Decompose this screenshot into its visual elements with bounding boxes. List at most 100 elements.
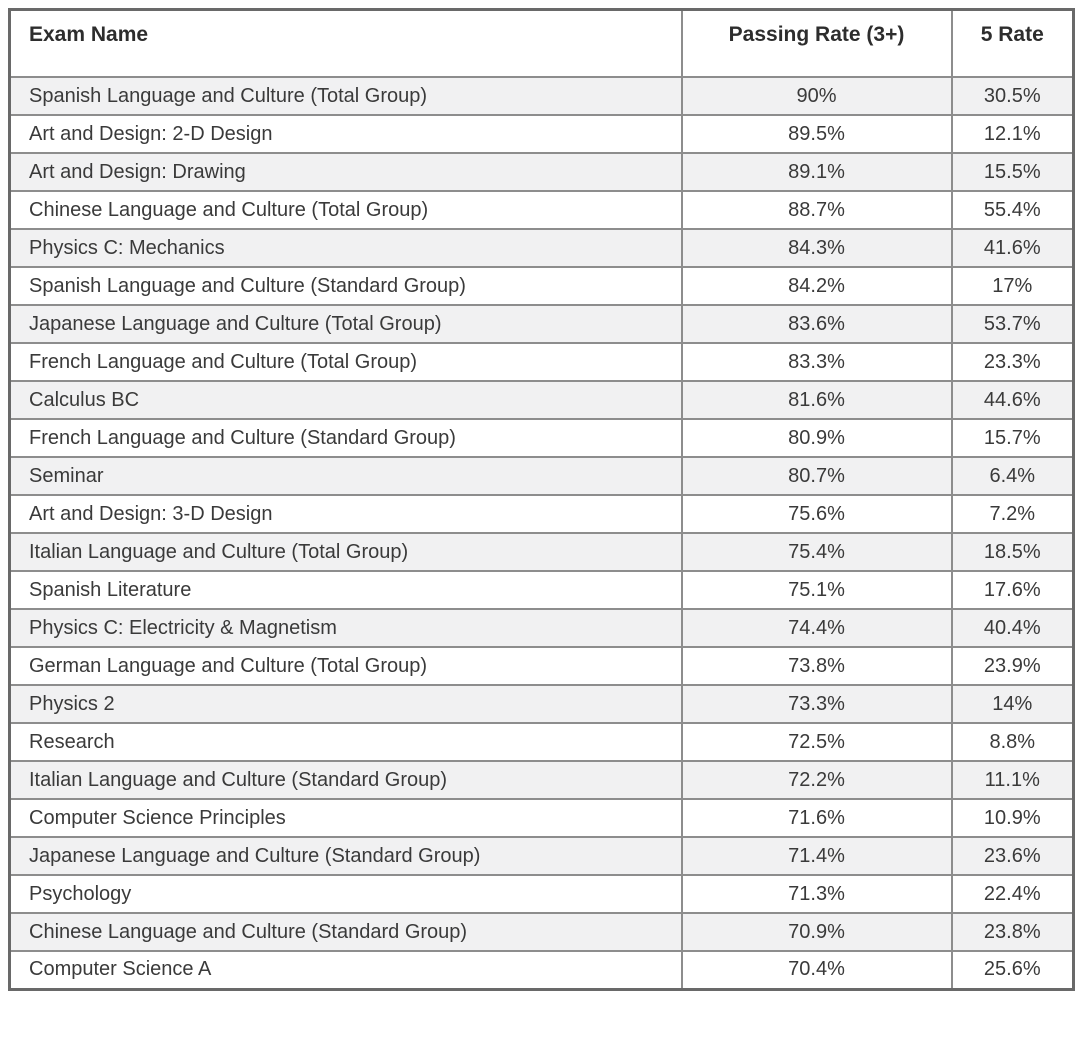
table-row: Calculus BC 81.6% 44.6% [8, 380, 1075, 420]
five-rate-cell: 12.1% [950, 114, 1075, 154]
passing-rate-cell: 71.3% [680, 874, 953, 914]
passing-rate-cell: 70.4% [680, 950, 953, 990]
passing-rate-cell: 83.3% [680, 342, 953, 382]
exam-name-cell: Art and Design: 2-D Design [8, 114, 683, 154]
table-row: Spanish Literature 75.1% 17.6% [8, 570, 1075, 610]
five-rate-cell: 23.8% [950, 912, 1075, 952]
exam-name-cell: French Language and Culture (Standard Gr… [8, 418, 683, 458]
five-rate-cell: 30.5% [950, 76, 1075, 116]
passing-rate-cell: 72.5% [680, 722, 953, 762]
exam-name-cell: Italian Language and Culture (Standard G… [8, 760, 683, 800]
table-row: Computer Science Principles 71.6% 10.9% [8, 798, 1075, 838]
exam-name-cell: Art and Design: 3-D Design [8, 494, 683, 534]
exam-name-cell: Physics C: Electricity & Magnetism [8, 608, 683, 648]
five-rate-cell: 8.8% [950, 722, 1075, 762]
table-row: Research 72.5% 8.8% [8, 722, 1075, 762]
passing-rate-cell: 80.7% [680, 456, 953, 496]
column-header-5-rate: 5 Rate [950, 8, 1075, 78]
table-header: Exam Name Passing Rate (3+) 5 Rate [8, 8, 1075, 78]
passing-rate-cell: 74.4% [680, 608, 953, 648]
passing-rate-cell: 89.1% [680, 152, 953, 192]
exam-name-cell: Spanish Literature [8, 570, 683, 610]
exam-name-cell: Physics 2 [8, 684, 683, 724]
table-row: Japanese Language and Culture (Standard … [8, 836, 1075, 876]
exam-name-cell: Chinese Language and Culture (Standard G… [8, 912, 683, 952]
table-row: Physics C: Mechanics 84.3% 41.6% [8, 228, 1075, 268]
exam-name-cell: Psychology [8, 874, 683, 914]
table-row: Psychology 71.3% 22.4% [8, 874, 1075, 914]
five-rate-cell: 17% [950, 266, 1075, 306]
passing-rate-cell: 89.5% [680, 114, 953, 154]
five-rate-cell: 11.1% [950, 760, 1075, 800]
table-row: French Language and Culture (Standard Gr… [8, 418, 1075, 458]
five-rate-cell: 10.9% [950, 798, 1075, 838]
five-rate-cell: 18.5% [950, 532, 1075, 572]
table-row: Art and Design: Drawing 89.1% 15.5% [8, 152, 1075, 192]
passing-rate-cell: 72.2% [680, 760, 953, 800]
five-rate-cell: 55.4% [950, 190, 1075, 230]
header-row: Exam Name Passing Rate (3+) 5 Rate [8, 8, 1075, 78]
five-rate-cell: 25.6% [950, 950, 1075, 990]
table-row: Chinese Language and Culture (Standard G… [8, 912, 1075, 952]
passing-rate-cell: 73.8% [680, 646, 953, 686]
passing-rate-cell: 83.6% [680, 304, 953, 344]
passing-rate-cell: 75.6% [680, 494, 953, 534]
passing-rate-cell: 84.2% [680, 266, 953, 306]
table-row: Physics C: Electricity & Magnetism 74.4% 4… [8, 608, 1075, 648]
exam-rates-table: Exam Name Passing Rate (3+) 5 Rate Spani… [8, 8, 1075, 991]
five-rate-cell: 23.6% [950, 836, 1075, 876]
table-row: Chinese Language and Culture (Total Grou… [8, 190, 1075, 230]
passing-rate-cell: 81.6% [680, 380, 953, 420]
table-row: Seminar 80.7% 6.4% [8, 456, 1075, 496]
exam-name-cell: Art and Design: Drawing [8, 152, 683, 192]
passing-rate-cell: 71.6% [680, 798, 953, 838]
five-rate-cell: 53.7% [950, 304, 1075, 344]
passing-rate-cell: 75.4% [680, 532, 953, 572]
exam-name-cell: Spanish Language and Culture (Standard G… [8, 266, 683, 306]
passing-rate-cell: 70.9% [680, 912, 953, 952]
exam-name-cell: Seminar [8, 456, 683, 496]
five-rate-cell: 23.9% [950, 646, 1075, 686]
five-rate-cell: 41.6% [950, 228, 1075, 268]
five-rate-cell: 23.3% [950, 342, 1075, 382]
passing-rate-cell: 71.4% [680, 836, 953, 876]
table-row: German Language and Culture (Total Group… [8, 646, 1075, 686]
five-rate-cell: 14% [950, 684, 1075, 724]
exam-name-cell: German Language and Culture (Total Group… [8, 646, 683, 686]
five-rate-cell: 15.7% [950, 418, 1075, 458]
passing-rate-cell: 88.7% [680, 190, 953, 230]
five-rate-cell: 6.4% [950, 456, 1075, 496]
exam-name-cell: Italian Language and Culture (Total Grou… [8, 532, 683, 572]
table-row: Physics 2 73.3% 14% [8, 684, 1075, 724]
table-row: Italian Language and Culture (Total Grou… [8, 532, 1075, 572]
five-rate-cell: 22.4% [950, 874, 1075, 914]
exam-name-cell: French Language and Culture (Total Group… [8, 342, 683, 382]
table-row: Spanish Language and Culture (Total Grou… [8, 76, 1075, 116]
exam-name-cell: Calculus BC [8, 380, 683, 420]
table-row: Japanese Language and Culture (Total Gro… [8, 304, 1075, 344]
five-rate-cell: 7.2% [950, 494, 1075, 534]
exam-name-cell: Japanese Language and Culture (Standard … [8, 836, 683, 876]
table-body: Spanish Language and Culture (Total Grou… [8, 76, 1075, 990]
table-row: Italian Language and Culture (Standard G… [8, 760, 1075, 800]
table-row: Art and Design: 2-D Design 89.5% 12.1% [8, 114, 1075, 154]
table-row: French Language and Culture (Total Group… [8, 342, 1075, 382]
table-row: Computer Science A 70.4% 25.6% [8, 950, 1075, 990]
column-header-exam-name: Exam Name [8, 8, 683, 78]
passing-rate-cell: 73.3% [680, 684, 953, 724]
five-rate-cell: 15.5% [950, 152, 1075, 192]
five-rate-cell: 40.4% [950, 608, 1075, 648]
exam-name-cell: Research [8, 722, 683, 762]
passing-rate-cell: 75.1% [680, 570, 953, 610]
passing-rate-cell: 90% [680, 76, 953, 116]
exam-name-cell: Physics C: Mechanics [8, 228, 683, 268]
page-body: Exam Name Passing Rate (3+) 5 Rate Spani… [8, 8, 1075, 991]
passing-rate-cell: 84.3% [680, 228, 953, 268]
column-header-passing-rate: Passing Rate (3+) [680, 8, 953, 78]
exam-name-cell: Computer Science Principles [8, 798, 683, 838]
exam-name-cell: Japanese Language and Culture (Total Gro… [8, 304, 683, 344]
table-row: Spanish Language and Culture (Standard G… [8, 266, 1075, 306]
exam-name-cell: Chinese Language and Culture (Total Grou… [8, 190, 683, 230]
exam-name-cell: Spanish Language and Culture (Total Grou… [8, 76, 683, 116]
five-rate-cell: 44.6% [950, 380, 1075, 420]
